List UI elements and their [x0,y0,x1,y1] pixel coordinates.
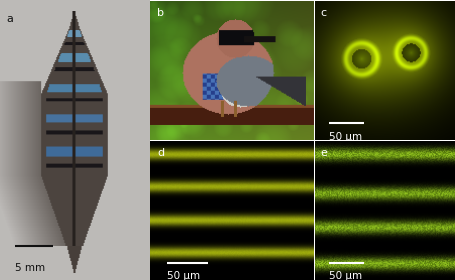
Text: 5 mm: 5 mm [15,263,46,273]
Text: a: a [6,14,13,24]
Text: d: d [157,148,164,158]
Text: 50 μm: 50 μm [328,271,361,280]
Text: b: b [157,8,164,18]
Text: c: c [319,8,326,18]
Text: 50 μm: 50 μm [167,271,199,280]
Text: 50 μm: 50 μm [328,132,361,142]
Text: e: e [319,148,326,158]
